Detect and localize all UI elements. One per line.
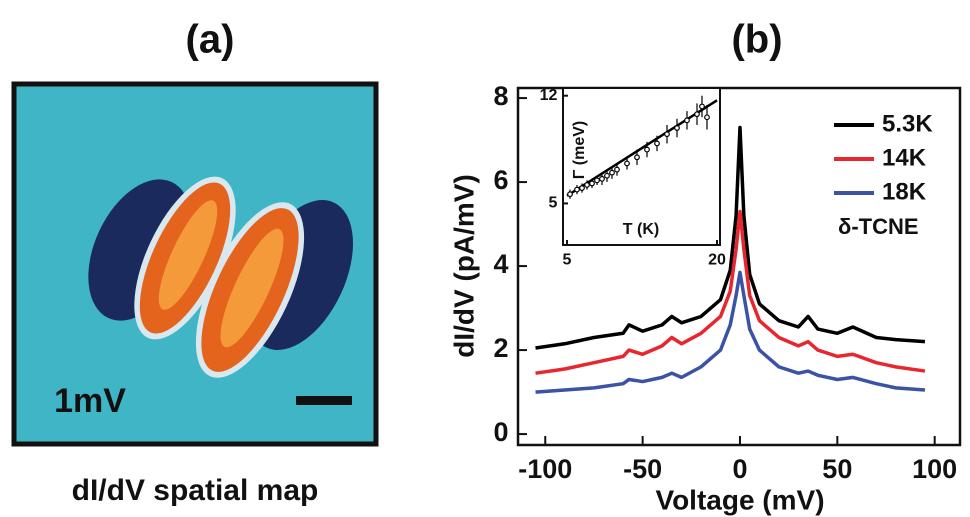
- series-line: [535, 209, 926, 375]
- data-point: [664, 131, 670, 138]
- y-tick-label: 4: [494, 249, 509, 279]
- y-tick-label: 2: [494, 333, 509, 363]
- x-tick-label: 50: [822, 454, 852, 484]
- data-point: [624, 160, 630, 167]
- y-axis-label: dI/dV (pA/mV): [448, 174, 479, 358]
- x-tick-label: 5: [563, 251, 572, 268]
- annotation: δ-TCNE: [838, 214, 919, 239]
- panel-label: (a): [186, 18, 235, 62]
- data-point: [694, 111, 700, 118]
- map-blob-core: [158, 200, 218, 310]
- data-point: [674, 125, 680, 131]
- data-point: [579, 185, 585, 191]
- legend-label: 5.3K: [882, 110, 933, 137]
- data-point: [634, 154, 640, 161]
- y-tick-label: 12: [540, 87, 558, 104]
- series-line: [535, 125, 926, 350]
- scale-bar: [296, 396, 352, 405]
- x-tick-label: 100: [912, 454, 957, 484]
- y-tick-label: 6: [494, 165, 509, 195]
- data-point: [589, 180, 595, 187]
- data-point: [654, 140, 660, 147]
- series-line: [535, 270, 926, 394]
- data-point: [614, 166, 620, 173]
- x-tick-label: -100: [518, 454, 572, 484]
- y-tick-label: 8: [494, 81, 509, 111]
- data-point: [594, 177, 600, 184]
- x-tick-label: -50: [623, 454, 662, 484]
- data-point: [584, 182, 590, 188]
- data-point: [704, 114, 710, 121]
- chart-title: (b): [731, 18, 782, 62]
- map-blob-core: [220, 228, 284, 348]
- map-caption: dI/dV spatial map: [72, 474, 319, 507]
- spatial-map: 1mV: [11, 81, 379, 447]
- data-point: [699, 103, 705, 110]
- x-tick-label: 0: [732, 454, 747, 484]
- data-point: [609, 169, 615, 176]
- y-axis-label: Γ (meV): [571, 121, 588, 180]
- map-annotation: 1mV: [54, 382, 126, 420]
- data-point: [604, 172, 610, 179]
- data-point: [574, 186, 580, 193]
- y-tick-label: 0: [494, 417, 509, 447]
- inset-frame: [562, 87, 721, 246]
- x-axis-label: Voltage (mV): [655, 484, 824, 515]
- plot-frame: [516, 86, 962, 447]
- legend-label: 18K: [882, 178, 927, 205]
- data-point: [567, 191, 573, 198]
- x-axis-label: T (K): [623, 221, 659, 238]
- legend-label: 14K: [882, 144, 927, 171]
- data-point: [599, 175, 605, 182]
- x-tick-label: 20: [708, 251, 726, 268]
- data-point: [644, 146, 650, 153]
- data-point: [684, 117, 690, 124]
- y-tick-label: 5: [548, 195, 557, 212]
